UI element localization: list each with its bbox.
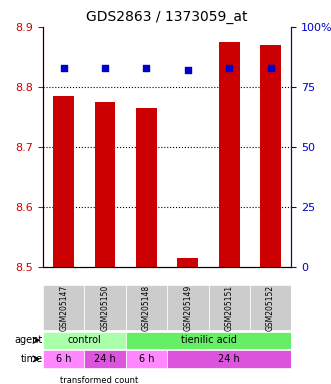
Bar [177,258,198,267]
Text: time: time [21,354,43,364]
Text: GSM205150: GSM205150 [101,285,110,331]
Text: GSM205147: GSM205147 [59,285,68,331]
FancyBboxPatch shape [167,285,209,331]
FancyBboxPatch shape [43,285,84,331]
Bar [136,108,157,267]
Point [268,65,273,71]
Text: agent: agent [15,335,43,345]
FancyBboxPatch shape [209,285,250,331]
FancyBboxPatch shape [126,350,167,367]
Bar [53,96,74,267]
Bar [95,102,116,267]
Point [61,65,66,71]
Text: control: control [68,335,101,345]
Point [185,67,191,73]
Bar [51,376,58,384]
Text: tienilic acid: tienilic acid [181,335,236,345]
Text: 24 h: 24 h [218,354,240,364]
Bar [260,45,281,267]
FancyBboxPatch shape [84,285,126,331]
Text: GSM205151: GSM205151 [225,285,234,331]
Point [226,65,232,71]
FancyBboxPatch shape [43,331,126,349]
FancyBboxPatch shape [126,331,291,349]
Point [144,65,149,71]
Text: 6 h: 6 h [56,354,71,364]
Text: GSM205152: GSM205152 [266,285,275,331]
Bar [219,42,240,267]
Text: 24 h: 24 h [94,354,116,364]
FancyBboxPatch shape [250,285,291,331]
Point [103,65,108,71]
FancyBboxPatch shape [126,285,167,331]
Text: 6 h: 6 h [139,354,154,364]
Text: transformed count: transformed count [60,376,138,384]
Text: GSM205148: GSM205148 [142,285,151,331]
Text: GSM205149: GSM205149 [183,285,192,331]
FancyBboxPatch shape [84,350,126,367]
Title: GDS2863 / 1373059_at: GDS2863 / 1373059_at [86,10,248,25]
FancyBboxPatch shape [167,350,291,367]
FancyBboxPatch shape [43,350,84,367]
